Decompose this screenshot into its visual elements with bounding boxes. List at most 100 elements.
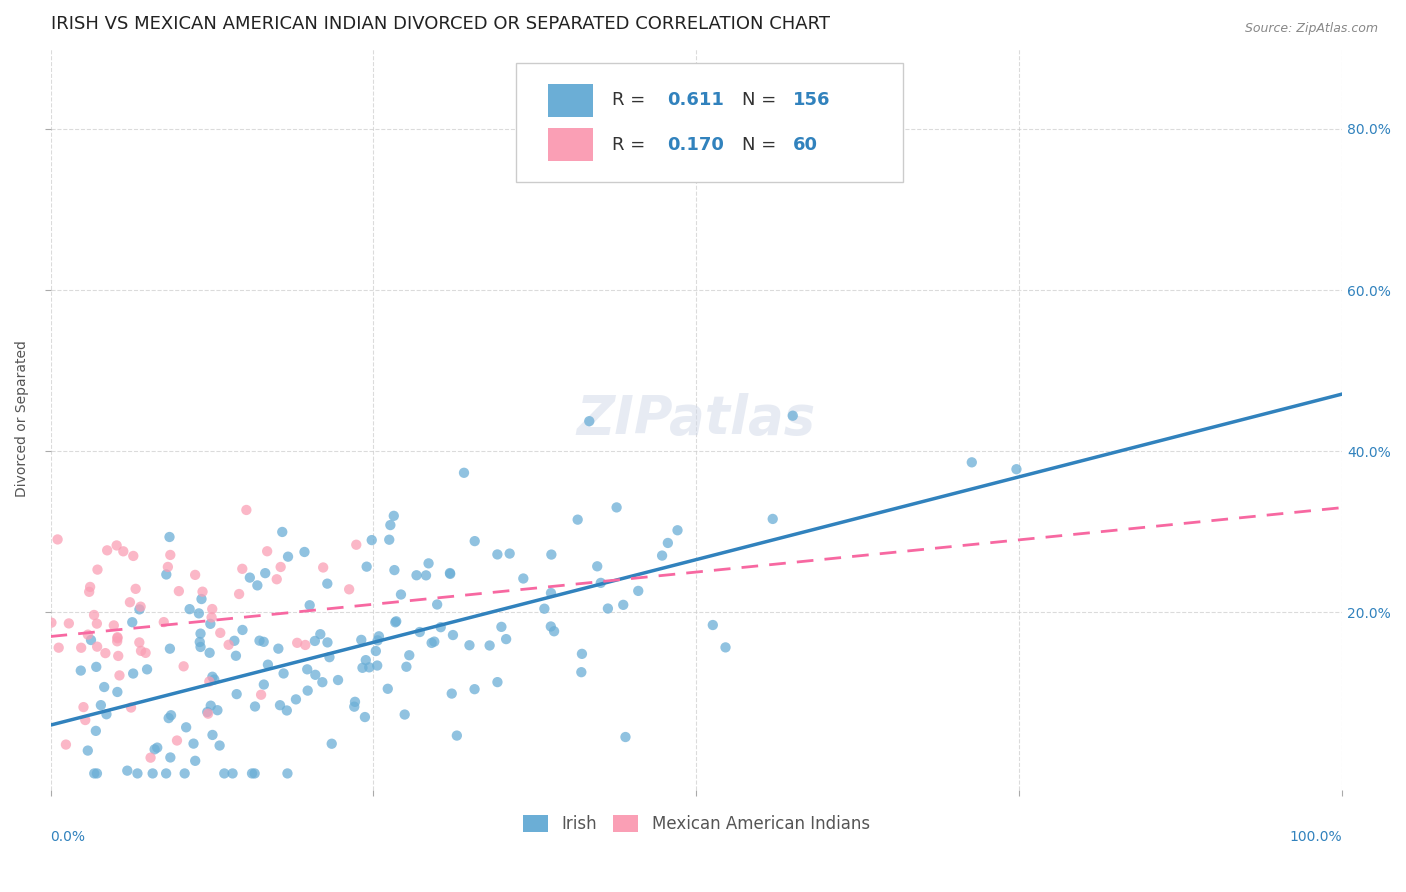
Irish (364, 644, 387, 658)
Irish (304, 634, 326, 648)
FancyBboxPatch shape (548, 128, 593, 161)
Text: 100.0%: 100.0% (1289, 830, 1343, 845)
Irish (276, 766, 298, 780)
Irish (446, 729, 468, 743)
Irish (343, 695, 366, 709)
Irish (200, 616, 222, 631)
Irish (316, 635, 339, 649)
Mexican American Indians (112, 544, 135, 558)
Mexican American Indians (83, 607, 105, 622)
Irish (225, 648, 247, 663)
Irish (136, 662, 159, 676)
Mexican American Indians (94, 646, 117, 660)
Irish (326, 673, 349, 687)
Mexican American Indians (86, 563, 108, 577)
Irish (273, 666, 295, 681)
Irish (586, 559, 609, 574)
Irish (198, 646, 221, 660)
Irish (571, 647, 593, 661)
Text: N =: N = (741, 91, 782, 110)
Irish (409, 625, 432, 640)
Mexican American Indians (107, 632, 129, 646)
Mexican American Indians (166, 733, 188, 747)
Irish (453, 466, 475, 480)
Irish (146, 740, 169, 755)
Mexican American Indians (200, 610, 222, 624)
Irish (384, 563, 406, 577)
Mexican American Indians (75, 713, 97, 727)
Mexican American Indians (294, 638, 316, 652)
Irish (239, 571, 262, 585)
Text: 0.611: 0.611 (666, 91, 724, 110)
Irish (612, 598, 634, 612)
Irish (498, 547, 520, 561)
Irish (377, 681, 399, 696)
Irish (309, 627, 332, 641)
Irish (321, 737, 343, 751)
Irish (221, 766, 243, 780)
Mexican American Indians (256, 544, 278, 558)
Mexican American Indians (344, 538, 367, 552)
Text: R =: R = (613, 136, 651, 153)
Irish (246, 578, 269, 592)
Irish (257, 657, 280, 672)
Irish (423, 634, 446, 648)
Irish (478, 639, 501, 653)
Irish (316, 576, 339, 591)
Mexican American Indians (159, 548, 181, 562)
Mexican American Indians (107, 648, 129, 663)
Irish (533, 601, 555, 615)
Mexican American Indians (86, 616, 108, 631)
Irish (243, 699, 266, 714)
Irish (360, 533, 382, 547)
Irish (117, 764, 139, 778)
Irish (284, 692, 307, 706)
Irish (69, 664, 91, 678)
Irish (225, 687, 247, 701)
Irish (190, 640, 212, 654)
Irish (253, 635, 276, 649)
Mexican American Indians (103, 618, 125, 632)
Irish (201, 670, 224, 684)
Mexican American Indians (209, 625, 232, 640)
Irish (569, 665, 592, 680)
Irish (122, 666, 145, 681)
Irish (159, 530, 181, 544)
Mexican American Indians (108, 668, 131, 682)
Irish (127, 766, 149, 780)
Irish (105, 685, 128, 699)
Mexican American Indians (250, 688, 273, 702)
Irish (231, 623, 253, 637)
Mexican American Indians (266, 572, 288, 586)
Text: Source: ZipAtlas.com: Source: ZipAtlas.com (1244, 22, 1378, 36)
Irish (486, 675, 509, 690)
Mexican American Indians (270, 560, 292, 574)
Irish (267, 641, 290, 656)
Irish (240, 766, 263, 780)
Mexican American Indians (191, 584, 214, 599)
Legend: Irish, Mexican American Indians: Irish, Mexican American Indians (523, 815, 870, 833)
Irish (657, 536, 679, 550)
Irish (200, 698, 222, 713)
Irish (184, 754, 207, 768)
Irish (439, 566, 461, 581)
Mexican American Indians (48, 640, 70, 655)
Irish (187, 607, 209, 621)
Irish (83, 766, 105, 780)
Irish (76, 743, 98, 757)
Mexican American Indians (184, 567, 207, 582)
Irish (80, 633, 103, 648)
Irish (960, 455, 983, 469)
Irish (578, 414, 600, 428)
Irish (398, 648, 420, 663)
Irish (540, 548, 562, 562)
Irish (666, 523, 689, 537)
Irish (207, 703, 229, 717)
Irish (159, 750, 181, 764)
Mexican American Indians (198, 674, 221, 689)
Irish (93, 680, 115, 694)
Irish (395, 659, 418, 673)
Irish (294, 545, 316, 559)
Irish (298, 599, 321, 613)
Irish (297, 683, 319, 698)
